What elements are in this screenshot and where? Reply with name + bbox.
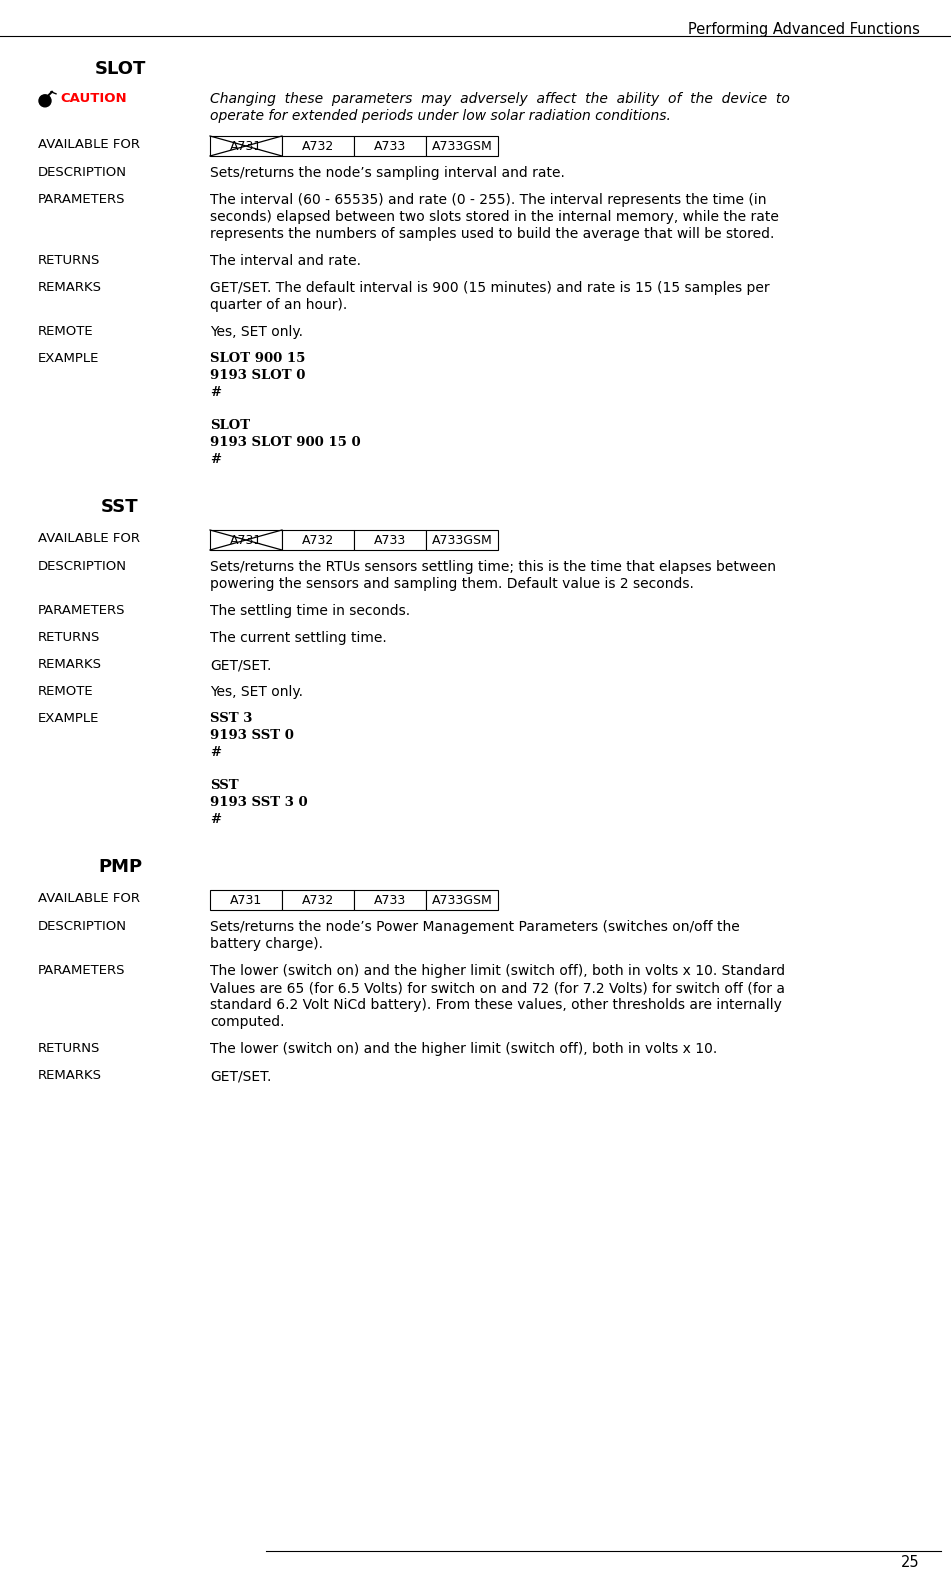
Text: GET/SET. The default interval is 900 (15 minutes) and rate is 15 (15 samples per: GET/SET. The default interval is 900 (15…: [210, 282, 769, 294]
Text: A731: A731: [230, 893, 262, 907]
Text: A731: A731: [230, 533, 262, 546]
Text: A733: A733: [374, 893, 406, 907]
Text: A733GSM: A733GSM: [432, 533, 493, 546]
Text: PARAMETERS: PARAMETERS: [38, 193, 126, 206]
Text: The interval and rate.: The interval and rate.: [210, 253, 361, 268]
Bar: [426, 136, 498, 157]
Text: SLOT: SLOT: [210, 419, 250, 432]
Text: RETURNS: RETURNS: [38, 253, 101, 268]
Text: represents the numbers of samples used to build the average that will be stored.: represents the numbers of samples used t…: [210, 226, 774, 241]
Text: AVAILABLE FOR: AVAILABLE FOR: [38, 532, 140, 545]
Bar: [282, 530, 354, 549]
Text: PARAMETERS: PARAMETERS: [38, 964, 126, 977]
Bar: [210, 890, 282, 910]
Text: SLOT 900 15: SLOT 900 15: [210, 351, 305, 366]
Bar: [354, 136, 426, 157]
Text: DESCRIPTION: DESCRIPTION: [38, 166, 127, 179]
Text: EXAMPLE: EXAMPLE: [38, 712, 99, 725]
Text: Sets/returns the node’s sampling interval and rate.: Sets/returns the node’s sampling interva…: [210, 166, 565, 180]
Text: operate for extended periods under low solar radiation conditions.: operate for extended periods under low s…: [210, 109, 670, 123]
Text: Values are 65 (for 6.5 Volts) for switch on and 72 (for 7.2 Volts) for switch of: Values are 65 (for 6.5 Volts) for switch…: [210, 981, 785, 996]
Text: powering the sensors and sampling them. Default value is 2 seconds.: powering the sensors and sampling them. …: [210, 576, 694, 590]
Text: 9193 SST 3 0: 9193 SST 3 0: [210, 796, 307, 809]
Bar: [354, 530, 426, 549]
Text: A732: A732: [301, 139, 334, 152]
Text: GET/SET.: GET/SET.: [210, 1069, 271, 1083]
Text: SLOT: SLOT: [94, 60, 146, 78]
Text: Yes, SET only.: Yes, SET only.: [210, 685, 303, 700]
Text: GET/SET.: GET/SET.: [210, 659, 271, 673]
Text: SST 3: SST 3: [210, 712, 252, 725]
Text: #: #: [210, 746, 221, 758]
Text: Performing Advanced Functions: Performing Advanced Functions: [689, 22, 920, 36]
Text: A733: A733: [374, 139, 406, 152]
Text: DESCRIPTION: DESCRIPTION: [38, 920, 127, 932]
Bar: [282, 890, 354, 910]
Text: Sets/returns the node’s Power Management Parameters (switches on/off the: Sets/returns the node’s Power Management…: [210, 920, 740, 934]
Text: 9193 SLOT 900 15 0: 9193 SLOT 900 15 0: [210, 435, 360, 450]
Text: 25: 25: [902, 1555, 920, 1570]
Text: 9193 SLOT 0: 9193 SLOT 0: [210, 369, 305, 382]
Text: #: #: [210, 814, 221, 826]
Text: RETURNS: RETURNS: [38, 1042, 101, 1054]
Text: seconds) elapsed between two slots stored in the internal memory, while the rate: seconds) elapsed between two slots store…: [210, 211, 779, 225]
Text: REMARKS: REMARKS: [38, 282, 102, 294]
Text: A733: A733: [374, 533, 406, 546]
Text: A731: A731: [230, 139, 262, 152]
Text: Sets/returns the RTUs sensors settling time; this is the time that elapses betwe: Sets/returns the RTUs sensors settling t…: [210, 560, 776, 575]
Text: REMOTE: REMOTE: [38, 685, 93, 698]
Text: battery charge).: battery charge).: [210, 937, 323, 951]
Text: The settling time in seconds.: The settling time in seconds.: [210, 605, 410, 617]
Text: PARAMETERS: PARAMETERS: [38, 605, 126, 617]
Circle shape: [39, 95, 51, 106]
Text: 9193 SST 0: 9193 SST 0: [210, 730, 294, 742]
Text: Yes, SET only.: Yes, SET only.: [210, 325, 303, 339]
Text: A733GSM: A733GSM: [432, 139, 493, 152]
Text: #: #: [210, 453, 221, 465]
Bar: [210, 136, 282, 157]
Text: quarter of an hour).: quarter of an hour).: [210, 298, 347, 312]
Text: The current settling time.: The current settling time.: [210, 632, 387, 644]
Text: REMARKS: REMARKS: [38, 659, 102, 671]
Text: #: #: [210, 386, 221, 399]
Text: AVAILABLE FOR: AVAILABLE FOR: [38, 138, 140, 150]
Text: A732: A732: [301, 893, 334, 907]
Text: REMARKS: REMARKS: [38, 1069, 102, 1083]
Text: computed.: computed.: [210, 1015, 284, 1029]
Text: PMP: PMP: [98, 858, 142, 875]
Text: The lower (switch on) and the higher limit (switch off), both in volts x 10. Sta: The lower (switch on) and the higher lim…: [210, 964, 786, 978]
Bar: [210, 530, 282, 549]
Text: EXAMPLE: EXAMPLE: [38, 351, 99, 366]
Text: A732: A732: [301, 533, 334, 546]
Text: CAUTION: CAUTION: [60, 92, 126, 104]
Text: SST: SST: [210, 779, 239, 792]
Text: RETURNS: RETURNS: [38, 632, 101, 644]
Text: AVAILABLE FOR: AVAILABLE FOR: [38, 891, 140, 905]
Bar: [354, 890, 426, 910]
Text: The lower (switch on) and the higher limit (switch off), both in volts x 10.: The lower (switch on) and the higher lim…: [210, 1042, 717, 1056]
Bar: [282, 136, 354, 157]
Text: The interval (60 - 65535) and rate (0 - 255). The interval represents the time (: The interval (60 - 65535) and rate (0 - …: [210, 193, 767, 207]
Text: Changing  these  parameters  may  adversely  affect  the  ability  of  the  devi: Changing these parameters may adversely …: [210, 92, 790, 106]
Text: A733GSM: A733GSM: [432, 893, 493, 907]
Bar: [426, 890, 498, 910]
Text: SST: SST: [101, 499, 139, 516]
Text: standard 6.2 Volt NiCd battery). From these values, other thresholds are interna: standard 6.2 Volt NiCd battery). From th…: [210, 997, 782, 1012]
Text: REMOTE: REMOTE: [38, 325, 93, 339]
Bar: [426, 530, 498, 549]
Text: DESCRIPTION: DESCRIPTION: [38, 560, 127, 573]
